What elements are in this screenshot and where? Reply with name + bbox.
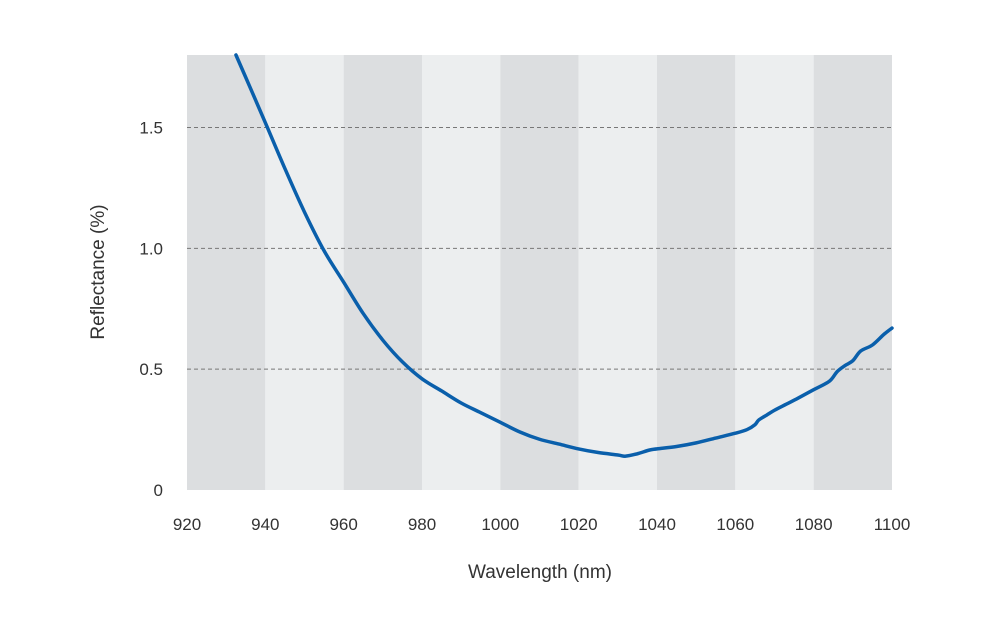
band-1020 <box>578 55 657 490</box>
y-tick-label: 1.0 <box>139 239 163 258</box>
y-tick-labels: 0 0.5 1.0 1.5 <box>139 119 163 501</box>
x-tick-label: 1040 <box>638 515 676 534</box>
band-920 <box>187 55 266 490</box>
x-tick-label: 1060 <box>716 515 754 534</box>
x-tick-label: 1100 <box>874 515 911 534</box>
x-tick-label: 980 <box>408 515 436 534</box>
y-tick-label: 0.5 <box>139 360 163 379</box>
x-axis-label: Wavelength (nm) <box>468 562 612 583</box>
gridlines <box>187 127 892 370</box>
band-1080 <box>813 55 892 490</box>
x-tick-labels: 920 940 960 980 1000 1020 1040 1060 1080 1100 <box>173 515 910 534</box>
band-1000 <box>500 55 579 490</box>
y-tick-label: 0 <box>154 481 163 500</box>
band-980 <box>422 55 501 490</box>
x-tick-label: 1080 <box>795 515 833 534</box>
x-tick-label: 1000 <box>481 515 519 534</box>
reflectance-line <box>234 53 894 458</box>
band-940 <box>265 55 344 490</box>
band-1060 <box>735 55 814 490</box>
background-bands <box>187 55 892 490</box>
band-1040 <box>657 55 736 490</box>
x-tick-label: 1020 <box>560 515 598 534</box>
band-960 <box>343 55 422 490</box>
x-tick-label: 940 <box>251 515 279 534</box>
x-tick-label: 920 <box>173 515 201 534</box>
series-layer <box>234 53 894 458</box>
y-axis-label: Reflectance (%) <box>88 204 109 339</box>
y-tick-label: 1.5 <box>139 119 163 138</box>
x-tick-label: 960 <box>329 515 357 534</box>
